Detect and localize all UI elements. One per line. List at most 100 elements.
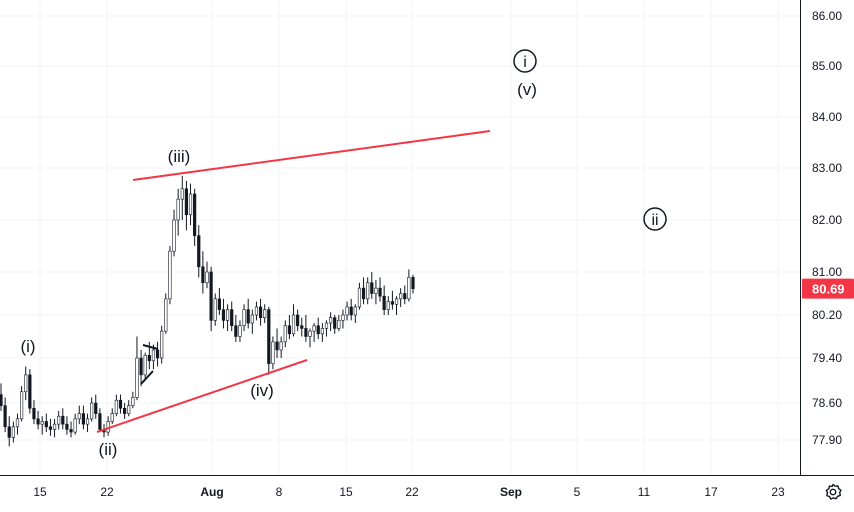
candle-body [361, 287, 366, 300]
candle [242, 304, 246, 332]
candle [184, 181, 189, 231]
candle [118, 394, 123, 414]
candle-body [267, 309, 271, 364]
time-tick-label: 22 [405, 485, 419, 499]
candle-body [333, 317, 337, 329]
candle [11, 421, 15, 443]
candle-body [143, 355, 147, 376]
candle [85, 413, 90, 433]
candle-body [172, 219, 176, 252]
candle-body [155, 349, 160, 359]
candle [217, 288, 221, 315]
candle-body [291, 314, 296, 335]
candle [155, 341, 160, 367]
wave-label-v[interactable]: (v) [517, 80, 537, 99]
candle-body [250, 314, 254, 324]
candle-body [271, 341, 275, 364]
candle-body [390, 301, 395, 305]
candle-body [40, 421, 44, 425]
circled-label-ii[interactable]: ii [651, 212, 658, 229]
candle [361, 277, 366, 305]
time-tick-label: 8 [276, 485, 283, 499]
wave-label-ii[interactable]: (ii) [99, 440, 118, 459]
candle-body [386, 301, 390, 310]
candle-body [139, 357, 143, 376]
wedge-mark-bottom[interactable] [140, 370, 154, 385]
candle-body [114, 399, 118, 414]
candle-body [3, 405, 7, 428]
candle-body [164, 298, 168, 332]
candle-body [320, 328, 324, 335]
candle [337, 315, 341, 332]
candle [374, 280, 378, 305]
candle-body [337, 320, 341, 329]
candle [40, 416, 44, 435]
wedge-mark-top[interactable] [142, 344, 159, 350]
candle-body [283, 325, 287, 343]
candle [168, 246, 172, 305]
trendline-upper[interactable] [132, 130, 491, 181]
candle [271, 336, 275, 370]
grid [0, 0, 800, 475]
candle-body [176, 198, 180, 221]
circled-label-ii-ring[interactable] [643, 207, 667, 231]
candle [296, 309, 300, 332]
candle [114, 394, 118, 417]
candle [250, 309, 254, 334]
price-scale[interactable]: 86.00 85.00 84.00 83.00 82.00 81.00 80.20 79.40… [800, 0, 843, 475]
price-tick-label: 83.00 [812, 161, 842, 175]
price-tick-label: 82.00 [812, 213, 842, 227]
wave-label-iii[interactable]: (iii) [168, 147, 191, 166]
candle-body [61, 415, 65, 425]
last-price-box [802, 278, 854, 299]
candle-body [36, 418, 40, 425]
candle [328, 312, 333, 332]
candle [65, 416, 69, 435]
candle [94, 394, 98, 419]
candle-body [19, 391, 24, 420]
price-tick-label: 77.90 [812, 433, 842, 447]
candle [139, 349, 143, 387]
time-tick-label: Aug [200, 485, 223, 499]
candle-body [403, 293, 407, 300]
price-tick-label: 79.40 [812, 351, 842, 365]
candle [131, 391, 135, 409]
candle [197, 225, 201, 278]
circled-label-i-ring[interactable] [513, 49, 537, 73]
candles [0, 175, 415, 447]
circled-label-i[interactable]: i [523, 54, 527, 71]
settings-button[interactable] [820, 480, 846, 504]
candle [283, 320, 287, 348]
candle [61, 408, 65, 430]
candle [32, 400, 36, 425]
candle-body [127, 405, 131, 414]
wave-label-i[interactable]: (i) [20, 337, 35, 356]
candle [180, 175, 184, 220]
candle [390, 290, 395, 310]
candle [279, 336, 283, 358]
candle [135, 336, 139, 401]
last-price-value: 80.69 [812, 282, 845, 297]
candle-body [399, 293, 403, 300]
candle [291, 304, 296, 337]
trendline-lower[interactable] [96, 359, 308, 433]
time-scale[interactable]: 15 22 Aug 8 15 22 Sep 5 11 17 23 [0, 475, 854, 500]
candle [160, 325, 164, 364]
time-tick-label: 15 [33, 485, 47, 499]
candle-body [258, 306, 263, 318]
candle [287, 315, 292, 340]
candle-body [308, 330, 312, 337]
trendlines[interactable] [96, 130, 491, 433]
time-tick-label: 22 [100, 485, 114, 499]
candle [304, 315, 308, 342]
wave-label-iv[interactable]: (iv) [250, 381, 274, 400]
candle-body [316, 325, 320, 335]
candle-body [341, 314, 345, 321]
candle [312, 323, 316, 342]
candle-body [238, 325, 242, 337]
candle [394, 296, 399, 315]
time-tick-label: 11 [638, 485, 651, 499]
candle [370, 272, 374, 299]
